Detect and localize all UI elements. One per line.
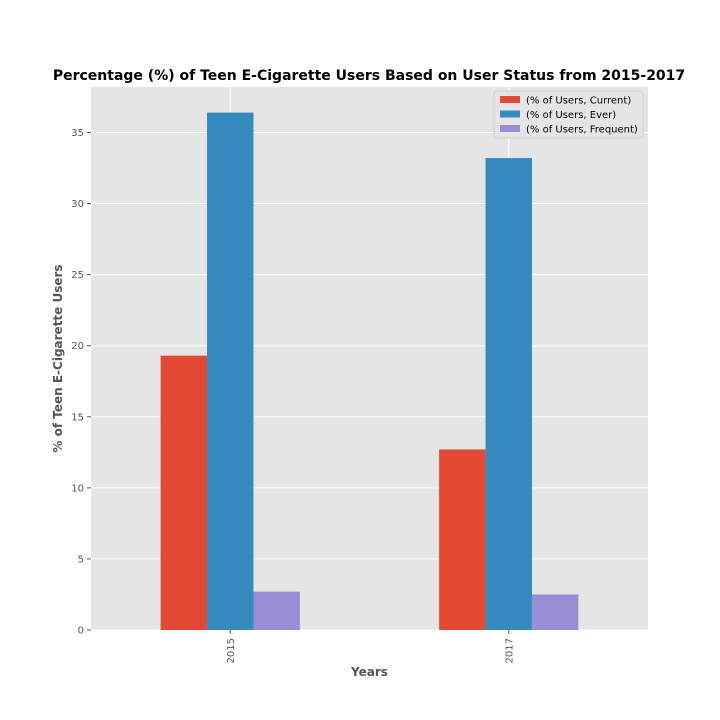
y-tick-label: 10: [71, 483, 84, 494]
y-tick-label: 35: [71, 128, 84, 139]
bar: [531, 594, 579, 630]
chart-title: Percentage (%) of Teen E-Cigarette Users…: [53, 68, 685, 84]
legend-label: (% of Users, Ever): [526, 110, 616, 121]
x-tick-label: 2017: [504, 638, 515, 663]
legend-box: [493, 90, 644, 139]
bar: [207, 112, 254, 631]
bar: [439, 449, 486, 630]
y-tick-label: 25: [71, 270, 84, 281]
bar: [485, 158, 532, 630]
y-tick-label: 5: [78, 554, 84, 565]
y-tick-label: 15: [71, 412, 84, 423]
y-tick-label: 20: [71, 341, 84, 352]
x-tick-label: 2015: [226, 638, 237, 663]
legend: (% of Users, Current) (% of Users, Ever) (…: [493, 90, 644, 139]
x-axis-ticks: 2015 2017: [226, 630, 515, 663]
bars: [160, 112, 579, 631]
legend-swatch: [500, 96, 520, 103]
x-axis-label: Years: [350, 665, 388, 679]
legend-label: (% of Users, Current): [526, 96, 631, 107]
y-axis-label: % of Teen E-Cigarette Users: [51, 264, 65, 452]
bar: [253, 591, 300, 630]
legend-swatch: [500, 110, 520, 118]
bar: [160, 355, 208, 630]
legend-swatch: [500, 125, 520, 132]
y-axis-ticks: 0 5 10 15 20 25 30 35: [71, 128, 91, 637]
legend-label: (% of Users, Frequent): [526, 125, 638, 136]
y-tick-label: 30: [71, 199, 84, 210]
y-tick-label: 0: [78, 626, 84, 637]
